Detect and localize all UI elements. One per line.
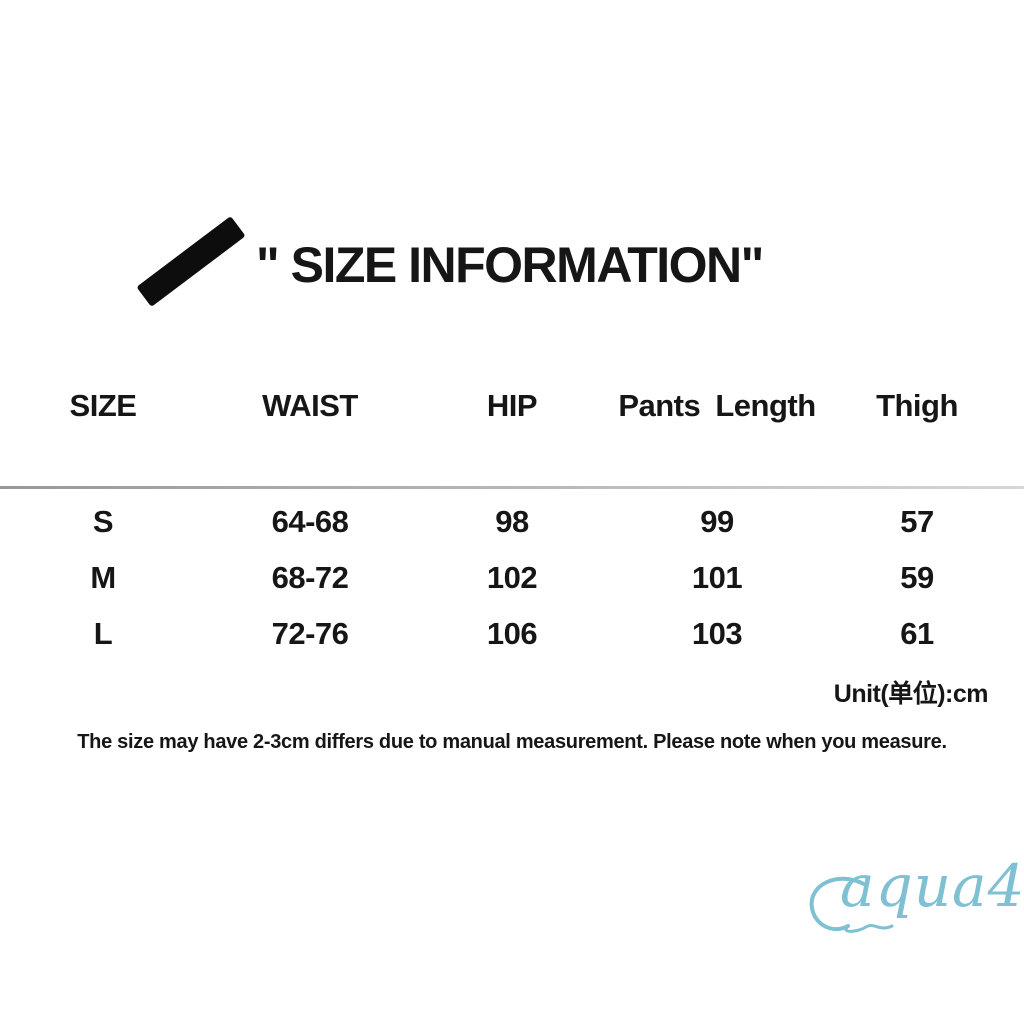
cell-thigh: 61 — [900, 616, 934, 651]
cell-waist: 64-68 — [271, 504, 349, 539]
column-header-thigh: Thigh — [876, 388, 958, 423]
cell-size: L — [93, 616, 113, 651]
cell-hip: 102 — [486, 560, 538, 595]
cell-size: M — [90, 560, 116, 595]
watermark-text: aqua4 — [840, 852, 1024, 920]
page-title: " SIZE INFORMATION" — [256, 237, 764, 293]
cell-pants-length: 99 — [700, 504, 734, 539]
brand-watermark: aqua4 — [800, 852, 1024, 947]
size-table-header: SIZE WAIST HIP Pants Length Thigh — [0, 388, 1010, 424]
table-row-m: M 68-72 102 101 59 — [0, 560, 1010, 616]
brush-stroke-icon — [136, 216, 246, 307]
cell-pants-length: 103 — [691, 616, 743, 651]
cell-thigh: 59 — [900, 560, 934, 595]
unit-label: Unit(单位):cm — [833, 680, 989, 708]
column-header-pants-length: Pants Length — [618, 388, 816, 423]
column-header-hip: HIP — [486, 388, 538, 423]
size-table-body: S 64-68 98 99 57 M 68-72 102 101 59 L 72… — [0, 504, 1010, 672]
watermark-swirl-icon — [809, 876, 894, 933]
cell-hip: 98 — [495, 504, 529, 539]
cell-waist: 72-76 — [271, 616, 349, 651]
column-header-waist: WAIST — [262, 388, 358, 423]
cell-hip: 106 — [486, 616, 538, 651]
table-row-s: S 64-68 98 99 57 — [0, 504, 1010, 560]
table-row-l: L 72-76 106 103 61 — [0, 616, 1010, 672]
cell-pants-length: 101 — [691, 560, 743, 595]
column-header-size: SIZE — [69, 388, 137, 423]
header-divider-line — [0, 486, 1024, 489]
cell-thigh: 57 — [900, 504, 934, 539]
measurement-note: The size may have 2-3cm differs due to m… — [77, 731, 947, 753]
cell-waist: 68-72 — [271, 560, 349, 595]
cell-size: S — [92, 504, 114, 539]
